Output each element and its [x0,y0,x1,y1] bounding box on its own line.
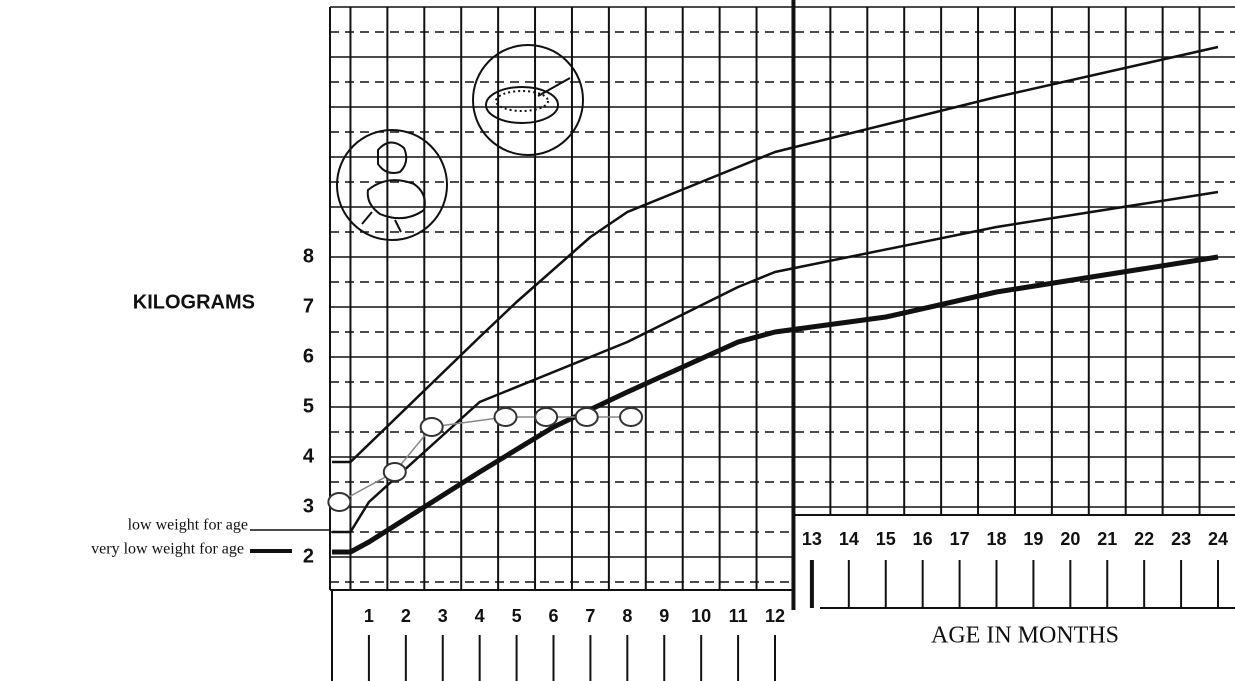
y-tick-label: 2 [303,545,314,567]
data-point [574,407,599,427]
y-tick-label: 5 [303,395,314,417]
annotation: very low weight for age [91,541,244,558]
x-tick-label: 5 [512,606,522,626]
x-tick-label: 6 [548,606,558,626]
x-tick-label: 17 [950,529,970,549]
x-tick-label: 3 [438,606,448,626]
y-tick-label: 4 [303,445,315,467]
series-line [332,45,1219,464]
x-tick-label: 10 [691,606,711,626]
x-axis-title: AGE IN MONTHS [931,623,1119,649]
x-tick-label: 13 [802,529,822,549]
x-tick-label: 1 [364,606,374,626]
series-line [332,254,1219,555]
x-tick-label: 21 [1097,529,1117,549]
series-line [332,190,1219,534]
data-point [493,407,518,427]
data-point [619,407,644,427]
x-tick-label: 18 [986,529,1006,549]
x-tick-label: 2 [401,606,411,626]
x-tick-label: 23 [1171,529,1191,549]
y-tick-label: 3 [303,495,314,517]
data-point [327,492,352,512]
x-tick-label: 9 [659,606,669,626]
x-tick-label: 19 [1023,529,1043,549]
data-point [419,417,444,437]
data-point [382,462,407,482]
y-tick-label: 6 [303,345,314,367]
x-tick-label: 22 [1134,529,1154,549]
illustration-breastfeeding [336,129,448,241]
x-tick-label: 4 [475,606,485,626]
x-tick-label: 7 [585,606,595,626]
y-axis-title: KILOGRAMS [133,291,255,313]
x-tick-label: 24 [1208,529,1228,549]
y-tick-label: 8 [303,245,314,267]
x-tick-label: 8 [622,606,632,626]
x-tick-label: 14 [839,529,859,549]
x-tick-label: 20 [1060,529,1080,549]
frame [329,7,1235,681]
annotation: low weight for age [128,517,248,534]
y-tick-label: 7 [303,295,314,317]
illustration-bowl [472,44,584,156]
x-tick-label: 16 [913,529,933,549]
x-tick-label: 15 [876,529,896,549]
x-tick-label: 12 [765,606,785,626]
data-point [534,407,559,427]
grid [330,0,1235,610]
x-tick-label: 11 [729,606,748,626]
